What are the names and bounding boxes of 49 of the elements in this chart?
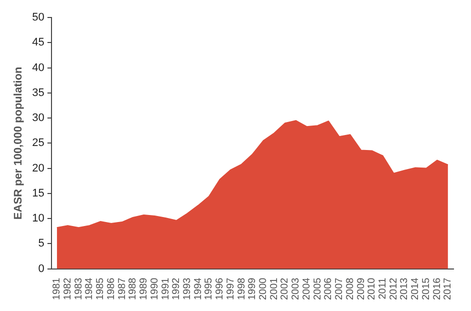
x-tick-label: 1981 <box>52 277 63 300</box>
y-tick-label: 5 <box>38 238 44 250</box>
y-axis-title: EASR per 100,000 population <box>12 66 25 220</box>
x-tick-label: 2002 <box>280 277 291 300</box>
x-tick-label: 1987 <box>116 277 128 300</box>
x-tick-label: 2007 <box>334 277 346 300</box>
x-tick-label: 1986 <box>106 277 117 300</box>
x-tick-label: 1999 <box>247 277 258 300</box>
x-tick-label: 2016 <box>432 277 443 300</box>
x-tick-label: 1993 <box>182 277 193 300</box>
x-tick-label: 2006 <box>323 277 334 300</box>
x-tick-label: 2011 <box>378 277 389 300</box>
x-tick-label: 1988 <box>128 277 139 300</box>
x-tick-label: 2014 <box>410 277 422 300</box>
x-tick-label: 2012 <box>388 277 400 300</box>
x-tick-label: 2017 <box>442 277 454 300</box>
x-tick-label: 1990 <box>149 277 160 300</box>
x-tick-label: 1998 <box>236 277 248 300</box>
x-tick-label: 1985 <box>95 277 106 300</box>
x-tick-label: 1995 <box>204 277 215 300</box>
y-tick-label: 35 <box>32 86 44 99</box>
y-tick-label: 10 <box>32 212 44 225</box>
x-tick-label: 1983 <box>73 277 84 300</box>
x-tick-label: 1997 <box>225 277 236 300</box>
y-tick-label: 30 <box>32 112 44 124</box>
x-tick-label: 1984 <box>84 277 96 300</box>
x-tick-label: 1991 <box>160 277 172 300</box>
y-tick-label: 20 <box>32 162 44 174</box>
x-tick-label: 1994 <box>192 277 204 300</box>
y-tick-label: 40 <box>32 62 44 74</box>
y-tick-label: 0 <box>38 262 44 275</box>
x-tick-label: 1982 <box>62 277 74 300</box>
x-tick-label: 2000 <box>258 277 270 300</box>
x-tick-label: 1992 <box>171 277 182 300</box>
x-tick-label: 2004 <box>301 277 312 300</box>
y-tick-label: 25 <box>32 137 44 150</box>
x-tick-label: 2005 <box>312 277 324 300</box>
x-tick-label: 2001 <box>268 277 280 300</box>
y-tick-label: 45 <box>32 36 44 49</box>
x-tick-label: 2008 <box>344 277 356 300</box>
x-tick-label: 1996 <box>214 277 226 300</box>
x-tick-label: 2003 <box>290 277 302 300</box>
x-tick-label: 2009 <box>356 277 367 300</box>
x-tick-label: 2010 <box>366 277 378 300</box>
y-tick-label: 15 <box>32 187 44 200</box>
x-tick-label: 2015 <box>420 277 432 300</box>
y-tick-label: 50 <box>32 12 44 24</box>
x-tick-label: 1989 <box>138 277 150 300</box>
x-tick-label: 2013 <box>399 277 410 300</box>
